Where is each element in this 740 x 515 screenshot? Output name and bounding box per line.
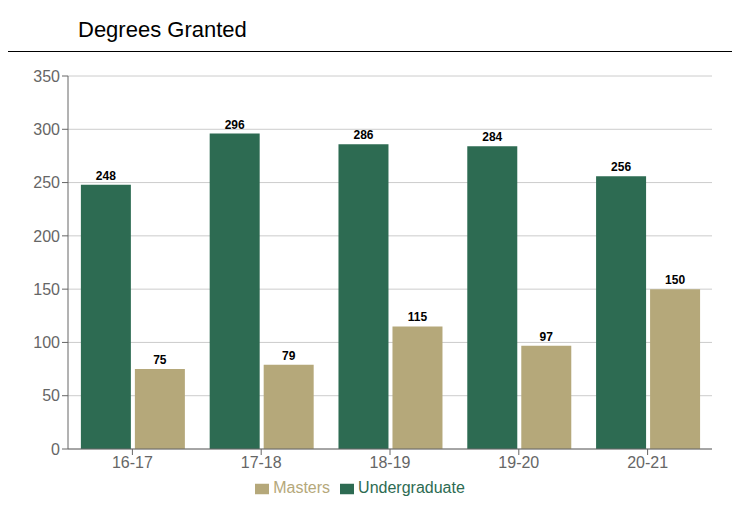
svg-text:0: 0: [51, 441, 60, 458]
svg-text:75: 75: [153, 353, 167, 367]
svg-text:17-18: 17-18: [241, 454, 282, 471]
svg-text:200: 200: [33, 228, 60, 245]
svg-text:284: 284: [482, 130, 502, 144]
svg-text:150: 150: [665, 273, 685, 287]
svg-text:150: 150: [33, 281, 60, 298]
svg-text:250: 250: [33, 174, 60, 191]
svg-text:296: 296: [225, 118, 245, 132]
svg-text:97: 97: [540, 330, 554, 344]
svg-text:18-19: 18-19: [370, 454, 411, 471]
html-text:Degrees Granted: Degrees Granted: [78, 17, 247, 42]
svg-text:20-21: 20-21: [627, 454, 668, 471]
svg-text:286: 286: [353, 128, 373, 142]
svg-text:16-17: 16-17: [112, 454, 153, 471]
svg-text:248: 248: [96, 169, 116, 183]
svg-text:256: 256: [611, 160, 631, 174]
svg-text:300: 300: [33, 121, 60, 138]
svg-text:50: 50: [42, 387, 60, 404]
html-text:Undergraduate: Undergraduate: [358, 479, 465, 496]
svg-text:350: 350: [33, 68, 60, 85]
svg-text:115: 115: [408, 310, 428, 324]
svg-text:79: 79: [282, 349, 296, 363]
html-text:Masters: Masters: [273, 479, 331, 496]
svg-text:19-20: 19-20: [498, 454, 539, 471]
svg-text:100: 100: [33, 334, 60, 351]
